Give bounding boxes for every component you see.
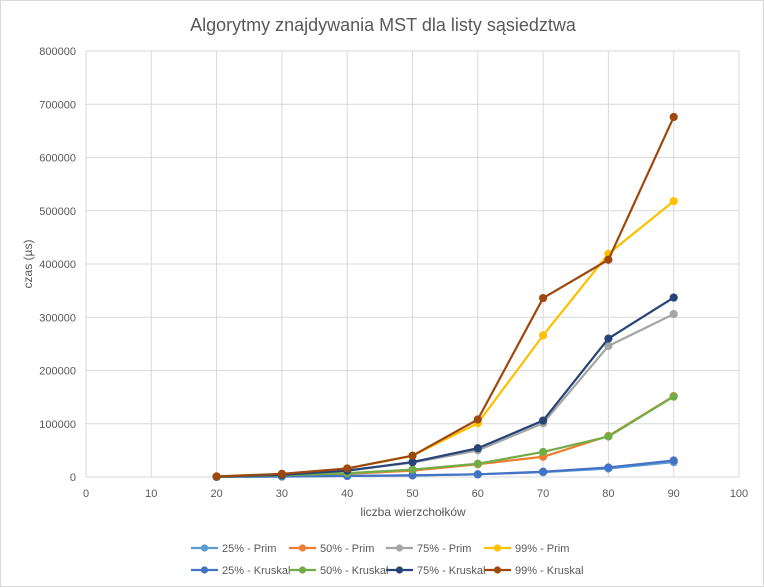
series-8 [212,112,678,481]
chart-title: Algorytmy znajdywania MST dla listy sąsi… [190,15,577,35]
x-tick-label: 60 [472,488,484,500]
data-point [408,465,417,474]
legend-label: 75% - Kruskal [417,565,485,577]
y-tick-label: 100000 [39,419,76,431]
series-lines [212,112,678,481]
legend-swatch-marker [200,544,209,552]
legend-label: 50% - Prim [320,543,374,555]
data-point [539,331,548,340]
series-7 [212,293,678,481]
x-tick-label: 50 [406,488,418,500]
data-point [473,415,482,424]
gridlines [85,50,740,478]
legend-entry: 50% - Prim [289,543,374,555]
legend-swatch-marker [395,544,404,552]
legend-label: 25% - Kruskal [222,565,290,577]
x-tick-label: 40 [341,488,353,500]
legend-label: 99% - Prim [515,543,569,555]
data-point [604,341,613,351]
data-point [539,293,548,303]
legend-label: 25% - Prim [222,543,276,555]
series-line [216,459,674,478]
legend-swatch-marker [395,566,404,574]
legend-label: 50% - Kruskal [320,565,388,577]
legend-entry: 25% - Prim [191,543,276,555]
legend-entry: 75% - Kruskal [386,565,485,577]
data-point [669,293,678,302]
legend-label: 99% - Kruskal [515,565,583,577]
data-point [669,456,678,465]
y-axis-label: czas (µs) [21,240,35,289]
legend-swatch-marker [493,544,502,552]
data-point [408,451,417,460]
data-point [604,432,613,441]
y-tick-label: 400000 [39,259,76,271]
data-point [539,447,548,457]
x-tick-label: 10 [145,488,157,500]
y-tick-label: 600000 [39,153,76,165]
y-axis-ticks: 0 100000 200000 300000 400000 500000 600000 700… [39,46,76,484]
legend-swatch-marker [298,566,307,574]
legend-entry: 99% - Kruskal [484,565,583,577]
data-point [473,470,482,479]
data-point [604,463,613,472]
data-point [473,444,482,453]
y-tick-label: 300000 [39,312,76,324]
data-point [669,197,678,206]
data-point [343,464,352,473]
y-tick-label: 700000 [39,99,76,111]
x-tick-label: 90 [668,488,680,500]
y-tick-label: 500000 [39,206,76,218]
data-point [539,416,548,425]
legend-swatch-marker [493,566,502,574]
legend-entry: 75% - Prim [386,543,471,555]
series-line [216,296,675,478]
x-tick-label: 80 [602,488,614,500]
legend-swatch-marker [200,566,209,574]
y-tick-label: 0 [70,472,76,484]
legend-swatch-marker [298,544,307,552]
y-tick-label: 800000 [39,46,76,58]
legend-entry: 99% - Prim [484,543,569,555]
y-tick-label: 200000 [39,366,76,378]
x-tick-label: 70 [537,488,549,500]
x-tick-label: 30 [276,488,288,500]
x-axis-label: liczba wierzchołków [360,505,466,519]
data-point [277,469,286,478]
x-tick-label: 100 [730,488,748,500]
legend: 25% - Prim 50% - Prim 75% - Prim 99% - Prim… [191,543,583,577]
data-point [539,467,548,476]
legend-label: 75% - Prim [417,543,471,555]
data-point [212,472,221,481]
data-point [473,459,482,468]
x-tick-label: 20 [210,488,222,500]
data-point [669,112,678,122]
series-line [216,116,675,478]
x-tick-label: 0 [83,488,89,500]
legend-entry: 25% - Kruskal [191,565,290,577]
legend-entry: 50% - Kruskal [289,565,388,577]
data-point [604,334,613,343]
data-point [669,309,678,319]
data-point [604,255,613,264]
data-point [669,392,678,401]
x-axis-ticks: 0 10 20 30 40 50 60 70 80 90 100 [83,488,748,500]
